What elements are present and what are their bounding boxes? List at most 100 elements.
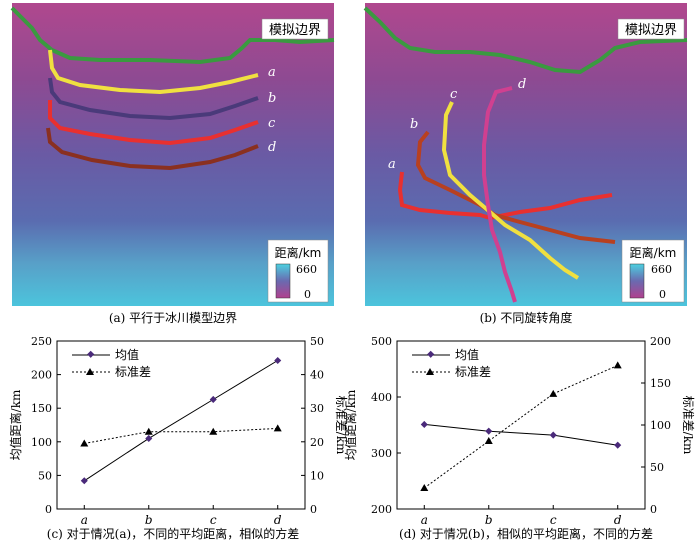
panel-a-line-b — [48, 77, 259, 121]
chart-d-y2tick-label: 0 — [650, 503, 657, 516]
chart-c-y2tick-label: 20 — [310, 436, 324, 449]
panel-a-line-c — [48, 100, 259, 146]
chart-c: 均值距离/km 标准差/km (c) 对于情况(a)，不同的平均距离，相似的方差… — [8, 335, 348, 541]
panel-b-boundary-label-box — [617, 18, 685, 40]
chart-c-caption: (c) 对于情况(a)，不同的平均距离，相似的方差 — [47, 526, 299, 541]
panel-a-colorbar — [275, 263, 291, 299]
panel-b-label-c: c — [450, 87, 458, 102]
panel-b-boundary-line — [363, 6, 688, 75]
panel-b-colorbar — [629, 263, 645, 299]
chart-d-mean-point — [614, 441, 622, 449]
chart-c-mean-point — [274, 356, 282, 365]
chart-d-std-point — [613, 361, 622, 369]
chart-d-mean-point — [485, 427, 493, 435]
chart-c-legend-mean-label: 均值 — [115, 347, 139, 362]
chart-c-xtick-label: d — [274, 513, 282, 527]
chart-c-y2label: 标准差/km — [334, 396, 348, 455]
chart-c-series-mean-line — [84, 360, 278, 482]
chart-d-xtick-label: a — [421, 513, 428, 527]
chart-d-series-std-line — [424, 364, 618, 489]
chart-c-xtick-label: b — [145, 513, 153, 527]
panel-b-colorbar-min: 0 — [659, 288, 666, 301]
chart-c-ytick-label: 50 — [38, 469, 52, 482]
chart-c-ylabel: 均值距离/km — [8, 389, 23, 460]
chart-d-ytick-label: 300 — [371, 447, 392, 460]
chart-d-ytick-label: 400 — [371, 391, 392, 404]
chart-c-series-std-line — [84, 427, 278, 444]
chart-d-xtick-label: b — [485, 513, 493, 527]
panel-a-label-c: c — [268, 116, 276, 131]
chart-d-legend-mean-marker — [427, 350, 435, 358]
chart-c-ytick-label: 250 — [31, 335, 52, 348]
chart-d-y2tick-label: 100 — [650, 419, 671, 432]
panel-a-boundary-label-box — [261, 18, 329, 40]
chart-c-std-point — [209, 427, 218, 435]
chart-d-y2label: 标准差/km — [681, 396, 695, 455]
panel-b-colorbar-title: 距离/km — [630, 245, 677, 260]
chart-d-std-point — [549, 389, 558, 397]
chart-d-xtick-label: c — [550, 513, 557, 527]
chart-d: 均值距离/km 标准差/km (d) 对于情况(b)，相似的平均距离，不同的方差… — [343, 335, 695, 541]
panel-b-colorbar-max: 660 — [651, 263, 672, 276]
chart-c-ytick-label: 200 — [31, 369, 52, 382]
chart-d-mean-point — [420, 420, 428, 428]
chart-c-mean-point — [80, 477, 88, 485]
panel-b-line-a — [397, 171, 613, 221]
chart-c-std-point — [273, 424, 282, 432]
chart-c-mean-point — [145, 434, 153, 442]
chart-c-mean-point — [209, 395, 217, 403]
chart-d-ytick-label: 500 — [371, 335, 392, 348]
panel-a: 模拟边界 a b c d 距离/km 660 0 (a) 平行于冰川模型边界 — [10, 3, 335, 325]
panel-a-line-d — [46, 127, 259, 171]
panel-a-colorbar-min: 0 — [304, 288, 311, 301]
panel-b-label-b: b — [410, 117, 418, 132]
chart-d-y2tick-label: 200 — [650, 335, 671, 348]
chart-d-legend-std-label: 标准差 — [455, 365, 491, 379]
panel-a-line-a — [48, 49, 259, 95]
chart-c-legend-std-marker — [86, 368, 94, 375]
panel-a-label-a: a — [268, 65, 276, 80]
panel-a-colorbar-title: 距离/km — [275, 245, 322, 260]
chart-d-mean-point — [549, 431, 557, 439]
panel-b-caption: (b) 不同旋转角度 — [480, 310, 573, 325]
chart-d-caption: (d) 对于情况(b)，相似的平均距离，不同的方差 — [399, 526, 653, 541]
panel-a-label-b: b — [268, 91, 276, 106]
chart-c-xtick-label: c — [210, 513, 217, 527]
chart-c-y2tick-label: 10 — [310, 469, 324, 482]
chart-d-xtick-label: d — [614, 513, 622, 527]
chart-c-legend: 均值 标准差 — [72, 347, 151, 379]
chart-d-series-mean-line — [424, 423, 618, 446]
panel-a-caption: (a) 平行于冰川模型边界 — [109, 311, 237, 325]
chart-c-legend-mean-marker — [87, 350, 95, 358]
chart-c-ytick-label: 100 — [31, 436, 52, 449]
panel-b-label-d: d — [518, 77, 526, 92]
chart-d-std-point — [484, 436, 493, 444]
panel-b-line-d — [482, 86, 517, 303]
chart-c-xtick-label: a — [81, 513, 88, 527]
chart-c-y2tick-label: 0 — [310, 503, 317, 516]
chart-c-ytick-label: 150 — [31, 402, 52, 415]
panel-b-label-a: a — [388, 157, 396, 172]
panel-a-boundary-label: 模拟边界 — [269, 23, 321, 38]
chart-c-std-point — [144, 427, 153, 435]
chart-d-ylabel: 均值距离/km — [343, 389, 358, 460]
chart-c-plot-frame — [56, 340, 306, 510]
panel-a-colorbar-max: 660 — [296, 263, 317, 276]
chart-d-legend: 均值 标准差 — [412, 347, 491, 379]
chart-d-y2tick-label: 50 — [650, 461, 664, 474]
chart-d-legend-mean-label: 均值 — [455, 347, 479, 362]
chart-d-std-point — [420, 484, 429, 491]
chart-d-legend-std-marker — [426, 368, 434, 375]
panel-b: 模拟边界 a b c d 距离/km 660 0 (b) 不同旋转角度 — [363, 3, 688, 325]
chart-d-ytick-label: 200 — [371, 503, 392, 516]
chart-c-y2tick-label: 40 — [310, 369, 324, 382]
chart-c-ytick-label: 0 — [45, 503, 52, 516]
chart-c-y2tick-label: 30 — [310, 402, 324, 415]
chart-c-legend-std-label: 标准差 — [115, 365, 151, 379]
chart-d-y2tick-label: 150 — [650, 377, 671, 390]
panel-a-label-d: d — [268, 140, 276, 155]
panel-b-boundary-label: 模拟边界 — [625, 23, 677, 38]
chart-c-std-point — [80, 439, 89, 447]
panel-a-boundary-line — [10, 6, 335, 65]
